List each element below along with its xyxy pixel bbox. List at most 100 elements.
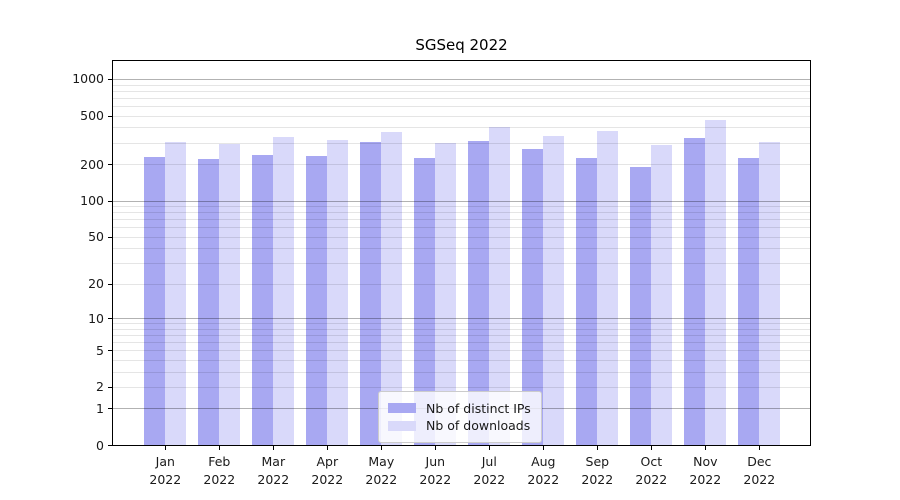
x-tick-label-feb: Feb 2022 [203, 454, 236, 487]
gridline-minor-2 [113, 386, 810, 388]
bar-distinct-ips-jul [468, 140, 490, 445]
gridline-major-100 [113, 200, 810, 202]
legend-item-distinct-ips: Nb of distinct IPs [388, 401, 531, 416]
y-tick-mark-100 [108, 200, 112, 202]
gridline-minor-900 [113, 84, 810, 86]
y-tick-mark-1 [108, 408, 112, 410]
x-tick-label-apr: Apr 2022 [311, 454, 344, 487]
legend-swatch-distinct-ips [388, 403, 416, 413]
x-tick-mark-jun [435, 446, 437, 450]
bar-distinct-ips-aug [522, 149, 544, 445]
gridline-minor-60 [113, 227, 810, 229]
y-tick-label-20: 20 [88, 275, 104, 291]
bar-downloads-apr [327, 139, 349, 445]
x-tick-mark-sep [597, 446, 599, 450]
gridline-major-1000 [113, 78, 810, 80]
bar-distinct-ips-oct [630, 166, 652, 445]
y-tick-label-1: 1 [96, 400, 104, 416]
x-tick-label-may: May 2022 [365, 454, 398, 487]
gridline-minor-400 [113, 127, 810, 129]
bar-distinct-ips-feb [198, 159, 220, 445]
x-tick-label-dec: Dec 2022 [743, 454, 776, 487]
bar-downloads-jan [165, 141, 187, 445]
gridline-minor-600 [113, 106, 810, 107]
y-tick-label-100: 100 [80, 192, 104, 208]
gridline-minor-6 [113, 341, 810, 343]
x-tick-label-jun: Jun 2022 [419, 454, 452, 487]
x-tick-label-jan: Jan 2022 [149, 454, 182, 487]
x-tick-mark-feb [219, 446, 221, 450]
x-tick-label-mar: Mar 2022 [257, 454, 290, 487]
bar-downloads-oct [651, 145, 673, 445]
bar-distinct-ips-nov [684, 138, 706, 445]
x-tick-label-nov: Nov 2022 [689, 454, 722, 487]
y-tick-mark-1000 [108, 78, 112, 80]
y-tick-label-0: 0 [96, 437, 104, 453]
y-tick-mark-500 [108, 115, 112, 117]
y-tick-label-2: 2 [96, 379, 104, 395]
gridline-minor-20 [113, 283, 810, 285]
gridline-minor-90 [113, 206, 810, 207]
x-tick-mark-jan [165, 446, 167, 450]
bar-distinct-ips-apr [306, 156, 328, 445]
x-tick-mark-dec [759, 446, 761, 450]
legend: Nb of distinct IPs Nb of downloads [378, 391, 542, 443]
y-tick-mark-50 [108, 236, 112, 238]
gridline-major-10 [113, 318, 810, 319]
gridline-minor-4 [113, 359, 810, 361]
x-tick-label-oct: Oct 2022 [635, 454, 668, 487]
x-tick-mark-mar [273, 446, 275, 450]
gridline-minor-800 [113, 90, 810, 92]
bar-downloads-mar [273, 136, 295, 445]
legend-label-downloads: Nb of downloads [426, 418, 531, 433]
y-tick-label-5: 5 [96, 342, 104, 358]
y-tick-mark-200 [108, 164, 112, 165]
gridline-minor-3 [113, 371, 810, 373]
x-tick-label-aug: Aug 2022 [527, 454, 560, 487]
gridline-minor-5 [113, 350, 810, 352]
legend-swatch-downloads [388, 420, 416, 431]
bar-downloads-jul [489, 127, 511, 445]
y-tick-label-200: 200 [80, 156, 104, 172]
x-tick-mark-oct [651, 446, 653, 450]
bar-distinct-ips-may [360, 142, 382, 445]
chart-title: SGSeq 2022 [415, 36, 508, 54]
bar-downloads-dec [759, 141, 781, 445]
bar-distinct-ips-mar [252, 154, 274, 445]
y-tick-mark-0 [108, 445, 112, 446]
y-tick-mark-2 [108, 386, 112, 388]
bar-downloads-sep [597, 131, 619, 445]
x-tick-mark-nov [705, 446, 707, 450]
x-tick-mark-may [381, 446, 383, 450]
y-tick-label-500: 500 [80, 107, 104, 123]
gridline-minor-700 [113, 97, 810, 99]
gridline-minor-70 [113, 219, 810, 221]
gridline-minor-300 [113, 142, 810, 144]
gridline-minor-9 [113, 323, 810, 324]
y-tick-label-1000: 1000 [72, 71, 104, 87]
legend-item-downloads: Nb of downloads [388, 418, 531, 433]
y-tick-mark-20 [108, 283, 112, 285]
bar-downloads-aug [543, 136, 565, 445]
y-tick-label-50: 50 [88, 228, 104, 244]
x-tick-mark-apr [327, 446, 329, 450]
y-tick-label-10: 10 [88, 310, 104, 326]
bar-downloads-may [381, 131, 403, 445]
bar-downloads-nov [705, 120, 727, 445]
bar-downloads-feb [219, 144, 241, 445]
gridline-minor-80 [113, 212, 810, 214]
x-tick-mark-aug [543, 446, 545, 450]
x-tick-mark-jul [489, 446, 491, 450]
bar-distinct-ips-jan [144, 157, 166, 445]
gridline-minor-500 [113, 115, 810, 117]
x-tick-label-sep: Sep 2022 [581, 454, 614, 487]
gridline-minor-30 [113, 263, 810, 265]
x-tick-label-jul: Jul 2022 [473, 454, 506, 487]
gridline-minor-8 [113, 328, 810, 330]
y-tick-mark-10 [108, 318, 112, 319]
bar-distinct-ips-jun [414, 158, 436, 445]
plot-area: Nb of distinct IPs Nb of downloads [112, 60, 811, 446]
bar-downloads-jun [435, 143, 457, 445]
legend-label-distinct-ips: Nb of distinct IPs [426, 400, 531, 416]
